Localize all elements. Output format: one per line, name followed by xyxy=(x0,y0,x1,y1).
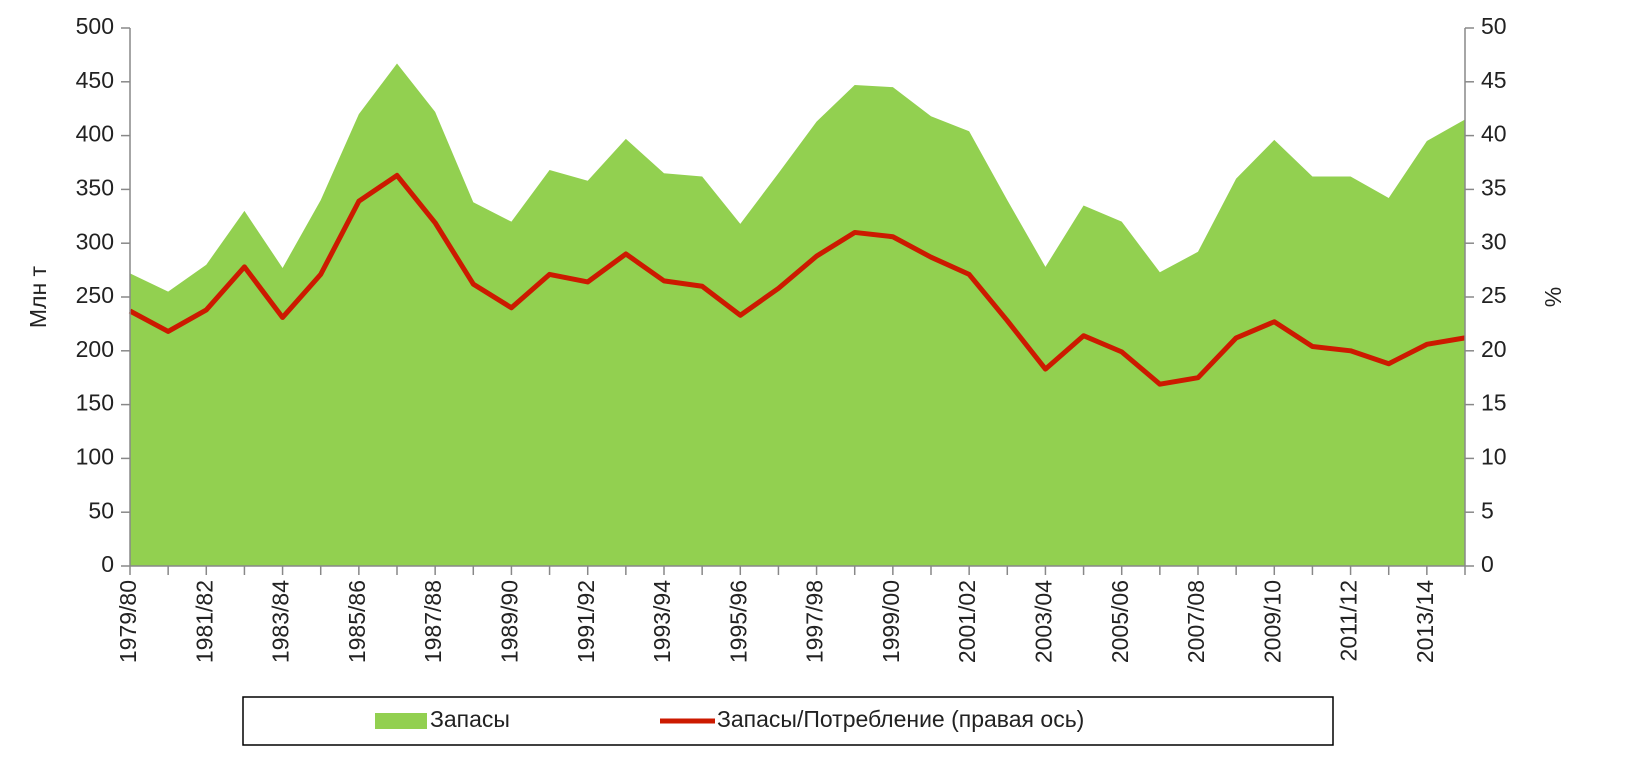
line xyxy=(128,172,1466,387)
x-tick-label: 1979/80 xyxy=(115,580,141,663)
x-tick-label: 1999/00 xyxy=(878,580,904,663)
y2-tick-label: 25 xyxy=(1481,282,1507,308)
x-tick-label: 2005/06 xyxy=(1107,580,1133,663)
y2-tick-label: 0 xyxy=(1481,551,1494,577)
y-tick-label: 50 xyxy=(88,497,114,523)
y-tick-label: 450 xyxy=(76,67,114,93)
x-tick-label: 1997/98 xyxy=(802,580,828,663)
y-tick-label: 150 xyxy=(76,390,114,416)
x-tick-label: 1985/86 xyxy=(344,580,370,663)
y-tick-label: 250 xyxy=(76,282,114,308)
y2-tick-label: 20 xyxy=(1481,336,1507,362)
y-axis-label: Млн т xyxy=(25,265,51,328)
y-tick-label: 0 xyxy=(101,551,114,577)
y2-tick-label: 40 xyxy=(1481,121,1507,147)
x-tick-label: 1995/96 xyxy=(725,580,751,663)
x-tick-label: 1981/82 xyxy=(191,580,217,663)
y-tick-label: 100 xyxy=(76,443,114,469)
y2-tick-label: 50 xyxy=(1481,13,1507,39)
legend-label: Запасы xyxy=(430,706,510,732)
x-tick-label: 2013/14 xyxy=(1412,580,1438,663)
x-tick-label: 2003/04 xyxy=(1031,580,1057,663)
x-tick-label: 2009/10 xyxy=(1259,580,1285,663)
y2-axis-label: % xyxy=(1540,287,1566,307)
y-tick-label: 500 xyxy=(76,13,114,39)
legend-label: Запасы/Потребление (правая ось) xyxy=(717,706,1084,732)
legend-swatch xyxy=(375,713,427,729)
y-tick-label: 300 xyxy=(76,228,114,254)
x-tick-label: 2011/12 xyxy=(1336,580,1362,661)
y-tick-label: 400 xyxy=(76,121,114,147)
y2-tick-label: 5 xyxy=(1481,497,1494,523)
x-tick-label: 1989/90 xyxy=(497,580,523,663)
area xyxy=(130,63,1465,567)
x-tick-label: 2001/02 xyxy=(954,580,980,663)
y2-tick-label: 15 xyxy=(1481,390,1507,416)
x-tick-label: 1987/88 xyxy=(420,580,446,663)
y2-tick-label: 45 xyxy=(1481,67,1507,93)
x-tick-label: 2007/08 xyxy=(1183,580,1209,663)
y2-tick-label: 35 xyxy=(1481,174,1507,200)
y2-tick-label: 30 xyxy=(1481,228,1507,254)
x-tick-label: 1991/92 xyxy=(573,580,599,663)
x-tick-label: 1983/84 xyxy=(268,580,294,663)
x-tick-label: 1993/94 xyxy=(649,580,675,663)
y2-tick-label: 10 xyxy=(1481,443,1507,469)
y-tick-label: 200 xyxy=(76,336,114,362)
y-tick-label: 350 xyxy=(76,174,114,200)
